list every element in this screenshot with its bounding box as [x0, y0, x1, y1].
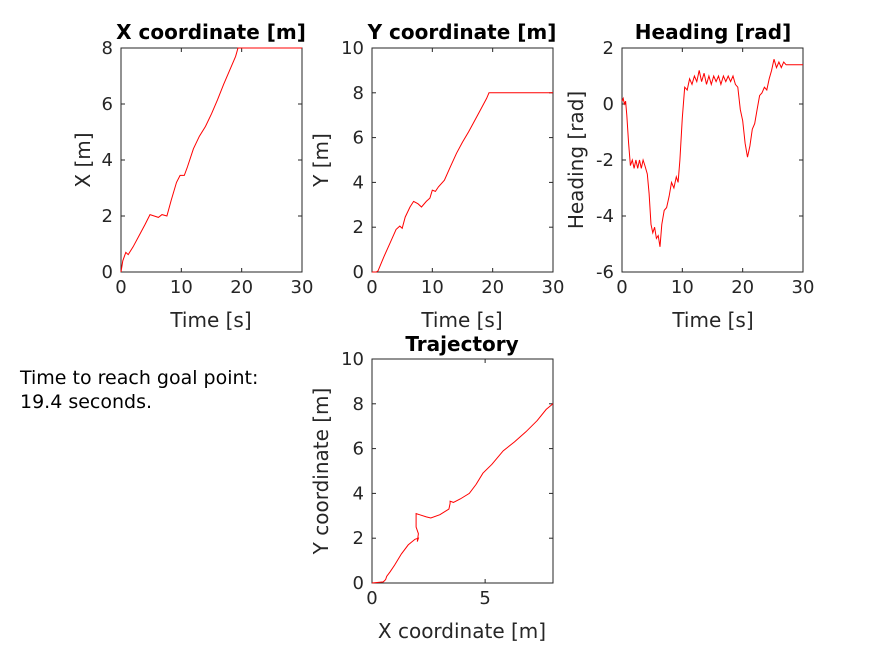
title-y-coordinate: Y coordinate [m] — [367, 20, 557, 44]
title-trajectory: Trajectory — [405, 332, 518, 356]
xlabel-y-plot: Time [s] — [420, 308, 502, 332]
trajectory-ytick-label: 10 — [341, 349, 364, 370]
x-ytick-label: 6 — [102, 94, 113, 115]
heading-xtick-label: 10 — [671, 277, 694, 298]
trajectory-xtick-label: 0 — [366, 588, 377, 609]
heading-ytick-label: 0 — [603, 94, 614, 115]
title-x-coordinate: X coordinate [m] — [116, 20, 306, 44]
annotation-line-2: 19.4 seconds. — [20, 391, 153, 413]
x-xtick-label: 10 — [170, 277, 193, 298]
x-xtick-label: 30 — [291, 277, 314, 298]
y-ytick-label: 2 — [353, 217, 364, 238]
heading-xtick-label: 20 — [731, 277, 754, 298]
ticks-trajectory-plot: 0 5 0 2 4 6 8 10 — [341, 349, 553, 609]
trajectory-ytick-label: 0 — [353, 573, 364, 594]
x-xtick-label: 0 — [115, 277, 126, 298]
subplot-x-coordinate: X coordinate [m] 0 10 20 30 0 2 4 6 8 Time [s] X… — [71, 20, 313, 332]
y-xtick-label: 0 — [366, 277, 377, 298]
subplot-y-coordinate: Y coordinate [m] 0 10 20 30 0 2 4 6 8 10 Time [s]… — [309, 20, 564, 332]
trajectory-ytick-label: 4 — [353, 483, 364, 504]
heading-xtick-label: 0 — [616, 277, 627, 298]
x-ytick-label: 0 — [102, 262, 113, 283]
plot-area-heading — [621, 47, 804, 273]
trajectory-xtick-label: 5 — [479, 588, 490, 609]
series-line-trajectory — [371, 403, 554, 584]
ticks-heading-plot: 0 10 20 30 -6 -4 -2 0 2 — [596, 38, 814, 298]
y-xtick-label: 20 — [481, 277, 504, 298]
y-ytick-label: 10 — [341, 38, 364, 59]
y-ytick-label: 4 — [353, 172, 364, 193]
subplot-trajectory: Trajectory 0 5 0 2 4 6 8 10 X coordinate [m] Y … — [309, 332, 554, 643]
ylabel-y-plot: Y [m] — [309, 133, 333, 188]
xlabel-x-plot: Time [s] — [169, 308, 251, 332]
ylabel-heading-plot: Heading [rad] — [564, 91, 588, 229]
xlabel-trajectory-plot: X coordinate [m] — [378, 619, 546, 643]
trajectory-ytick-label: 2 — [353, 528, 364, 549]
ticks-y-plot: 0 10 20 30 0 2 4 6 8 10 — [341, 38, 564, 298]
plot-area-trajectory — [371, 358, 554, 584]
trajectory-ytick-label: 6 — [353, 439, 364, 460]
heading-ytick-label: -4 — [596, 206, 614, 227]
heading-ytick-label: 2 — [603, 38, 614, 59]
y-xtick-label: 30 — [542, 277, 565, 298]
series-line-y — [372, 92, 553, 273]
xlabel-heading-plot: Time [s] — [671, 308, 753, 332]
x-ytick-label: 8 — [102, 38, 113, 59]
y-ytick-label: 6 — [353, 128, 364, 149]
x-ytick-label: 4 — [102, 150, 113, 171]
ylabel-trajectory-plot: Y coordinate [m] — [309, 388, 333, 556]
plot-area-y — [371, 47, 554, 273]
goal-time-annotation: Time to reach goal point: 19.4 seconds. — [20, 366, 258, 414]
ticks-x-plot: 0 10 20 30 0 2 4 6 8 — [102, 38, 314, 298]
subplot-heading: Heading [rad] 0 10 20 30 -6 -4 -2 0 2 Time [s] H… — [564, 20, 814, 332]
heading-ytick-label: -6 — [596, 262, 614, 283]
series-line-x — [120, 47, 302, 273]
heading-xtick-label: 30 — [792, 277, 815, 298]
y-ytick-label: 8 — [353, 83, 364, 104]
ylabel-x-plot: X [m] — [71, 132, 95, 187]
x-ytick-label: 2 — [102, 206, 113, 227]
x-xtick-label: 20 — [230, 277, 253, 298]
trajectory-ytick-label: 8 — [353, 394, 364, 415]
annotation-line-1: Time to reach goal point: — [20, 367, 259, 389]
series-line-heading — [621, 59, 803, 247]
plot-area-x — [120, 47, 303, 273]
y-ytick-label: 0 — [353, 262, 364, 283]
title-heading: Heading [rad] — [635, 20, 791, 44]
heading-ytick-label: -2 — [596, 150, 614, 171]
y-xtick-label: 10 — [421, 277, 444, 298]
